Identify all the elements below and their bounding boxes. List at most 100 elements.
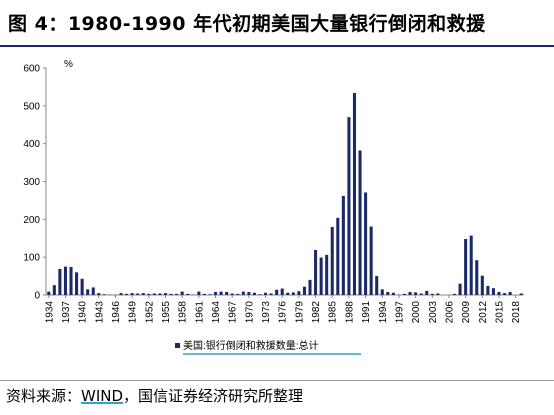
x-tick-label: 1997 [394, 301, 405, 324]
bar [302, 286, 306, 295]
bar [452, 293, 457, 295]
bar [330, 226, 334, 295]
bar [519, 293, 523, 295]
bar [75, 272, 79, 295]
bar [364, 192, 368, 295]
bar [247, 291, 251, 295]
x-tick-label: 1946 [111, 301, 122, 324]
footer-rule [0, 380, 554, 381]
y-tick-label: 300 [23, 177, 40, 188]
bar [391, 292, 395, 295]
bar [58, 268, 62, 295]
bar [408, 291, 412, 295]
x-tick-label: 1988 [344, 301, 355, 324]
bar [436, 293, 440, 295]
bar [486, 285, 490, 295]
x-tick-label: 1943 [94, 301, 105, 324]
bar [375, 276, 379, 295]
bar [264, 292, 268, 295]
bar [352, 92, 357, 295]
bar [503, 293, 507, 295]
x-tick-label: 2009 [461, 301, 472, 324]
x-tick-label: 1970 [244, 301, 255, 324]
title-rule [0, 45, 554, 47]
x-tick-label: 2006 [444, 301, 455, 324]
bar [47, 291, 51, 295]
bar [341, 195, 345, 295]
bar [347, 117, 351, 295]
bar [314, 249, 318, 295]
source-wind: WIND [81, 387, 124, 405]
bar [325, 254, 329, 295]
x-tick-label: 1934 [44, 301, 55, 324]
x-tick-label: 2003 [428, 301, 439, 324]
y-tick-label: 600 [23, 64, 40, 75]
x-tick-label: 1961 [194, 301, 205, 324]
y-tick-label: 400 [23, 139, 40, 150]
source-suffix: ，国信证券经济研究所整理 [123, 387, 304, 405]
bar [308, 279, 312, 295]
bar [297, 291, 301, 295]
bar [52, 285, 56, 295]
bar [258, 294, 262, 295]
bar [225, 291, 229, 295]
x-axis: 1934 1937 1940 1943 1946 1949 1952 1955 1958 1961… [44, 294, 524, 324]
bar [141, 293, 145, 295]
bar [197, 291, 201, 295]
legend-swatch [175, 343, 180, 348]
bar [63, 266, 67, 295]
x-tick-label: 1979 [294, 301, 305, 324]
bar [202, 293, 206, 295]
x-tick-label: 2018 [511, 301, 522, 324]
bar [386, 291, 390, 295]
source-note: 资料来源：WIND，国信证券经济研究所整理 [6, 385, 303, 406]
bar [125, 293, 129, 295]
x-tick-label: 2012 [478, 301, 489, 324]
y-tick-label: 200 [23, 215, 40, 226]
bar [130, 293, 134, 295]
bar [458, 283, 462, 295]
bar [91, 287, 95, 295]
x-tick-label: 1958 [178, 301, 189, 324]
source-prefix: 资料来源： [6, 387, 82, 405]
bar [236, 293, 240, 295]
bar [425, 290, 429, 295]
bar [269, 293, 273, 295]
x-tick-label: 1955 [161, 301, 172, 324]
bar [230, 293, 234, 295]
bar [275, 289, 279, 295]
bar [163, 293, 168, 295]
bar [469, 235, 473, 295]
x-tick-label: 1985 [328, 301, 339, 324]
x-tick-label: 1973 [261, 301, 272, 324]
bar [152, 293, 156, 295]
x-tick-label: 1940 [78, 301, 89, 324]
legend: 美国:银行倒闭和救援数量:总计 [175, 339, 361, 355]
bar [136, 293, 140, 295]
x-tick-label: 1976 [278, 301, 289, 324]
x-tick-label: 2000 [411, 301, 422, 324]
x-tick-label: 1991 [361, 301, 372, 324]
x-tick-label: 1952 [144, 301, 155, 324]
bar [336, 217, 340, 295]
bar [291, 292, 295, 295]
bar [175, 293, 179, 295]
x-tick-label: 1937 [61, 301, 72, 324]
chart-area: 0 100 200 300 400 500 600 1934 1937 1940 1943 1946… [0, 50, 554, 370]
x-tick-label: 1982 [311, 301, 322, 324]
bar [252, 292, 256, 295]
bar [358, 150, 362, 295]
bar [480, 275, 484, 295]
bar [241, 291, 245, 295]
bar [464, 239, 468, 295]
bar [402, 293, 407, 295]
bar [475, 260, 479, 295]
bar [280, 288, 284, 295]
y-axis-unit-label: % [64, 59, 73, 70]
bar [158, 293, 162, 295]
bar [419, 293, 423, 295]
bar [430, 293, 434, 295]
title-bar: 图 4：1980-1990 年代初期美国大量银行倒闭和救援 [0, 0, 554, 45]
bar [119, 293, 123, 295]
bar [491, 288, 495, 295]
